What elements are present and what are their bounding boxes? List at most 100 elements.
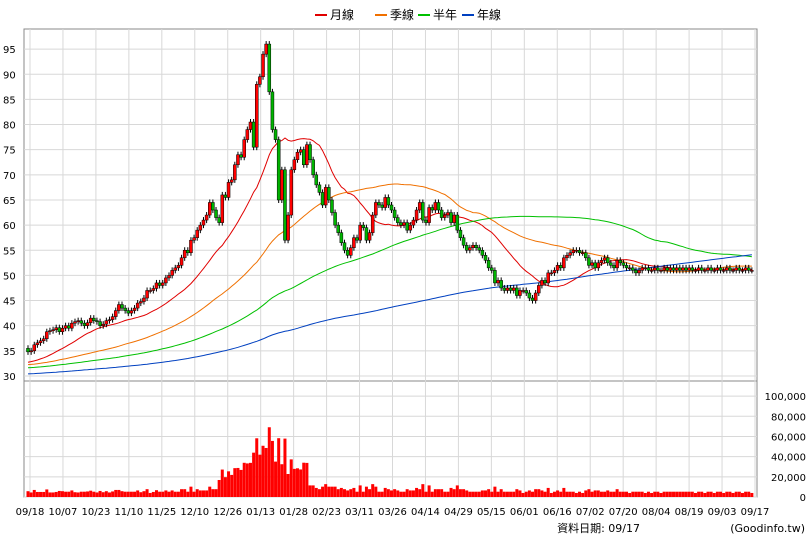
candle-body [421,202,425,221]
volume-bar [57,490,61,497]
candle-body [399,222,403,226]
candle-body [392,209,397,218]
volume-bar [440,489,444,497]
candle-body [330,199,334,213]
volume-bars [26,427,754,497]
candle-body [367,232,372,241]
candle-body [342,242,347,251]
candle-body [276,139,281,201]
volume-bar [364,486,368,497]
candle-body [101,323,105,326]
candle-body [95,320,99,322]
candle-body [549,272,554,275]
volume-bar [521,492,525,497]
candle-body [521,290,525,292]
candle-body [201,219,206,226]
candle-body [750,270,754,272]
volume-bar [73,492,77,497]
candle-body [483,255,488,261]
volume-bar [458,489,462,497]
price-tick-label: 80 [3,121,16,132]
volume-bar [136,490,140,497]
candle-body [455,214,460,231]
volume-bar [139,492,143,497]
footer-source: (Goodinfo.tw) [730,522,805,535]
candle-body [699,267,704,271]
volume-bar [722,492,726,497]
date-tick-label: 11/25 [147,507,176,518]
volume-bar [405,489,409,497]
date-tick-label: 12/10 [180,507,209,518]
volume-bar [487,489,491,497]
candle-body [270,91,275,130]
volume-bar [625,491,629,497]
candle-body [743,267,748,271]
volume-bar [612,491,616,497]
candle-body [612,265,616,269]
volume-bar [186,491,190,497]
candle-body [537,285,541,294]
volume-bar [183,489,187,497]
volume-bar [697,491,701,497]
candle-body [405,222,409,231]
volume-axis: 0 20,000 40,000 60,000 80,000 100,000 [765,392,806,504]
candle-body [414,209,419,221]
legend-label-monthly: 月線 [330,7,354,22]
candle-body [29,350,33,353]
volume-bar [474,491,478,497]
price-tick-label: 65 [3,196,16,207]
date-tick-label: 01/28 [279,507,308,518]
volume-bar [599,491,603,497]
candle-body [88,317,93,323]
volume-bar [192,491,196,497]
candle-body [486,260,491,269]
volume-bar [51,492,55,497]
volume-bar [104,491,108,497]
candle-body [66,325,71,329]
grid-lines [24,29,757,498]
candle-body [464,244,469,251]
price-tick-label: 30 [3,372,16,383]
candle-body [104,320,109,325]
candle-body [336,224,340,233]
price-tick-label: 50 [3,271,16,282]
date-tick-label: 09/18 [16,507,45,518]
date-tick-label: 03/11 [345,507,374,518]
candle-body [132,307,137,311]
volume-bar [672,491,676,497]
volume-bar [227,471,231,497]
volume-bar [368,489,372,497]
volume-bar [433,489,437,497]
candle-body [565,255,569,259]
candle-body [558,265,563,269]
candle-body [352,237,356,248]
volume-bar [465,490,469,497]
candle-body [671,267,676,271]
volume-bar [252,452,256,497]
volume-tick-label: 0 [800,493,806,504]
volume-tick-label: 80,000 [771,412,806,423]
volume-bar [336,489,340,497]
volume-bar [684,491,688,497]
candle-body [471,244,475,248]
volume-tick-label: 20,000 [771,473,806,484]
volume-bar [427,485,431,497]
candle-body [327,187,331,201]
price-tick-label: 55 [3,246,16,257]
volume-bar [452,489,456,497]
candle-body [618,260,623,264]
candle-body [493,270,497,284]
volume-bar [317,489,321,497]
candle-body [292,159,297,171]
candle-body [145,290,149,299]
candle-body [358,224,362,241]
volume-bar [95,492,99,497]
volume-bar [656,491,660,497]
candle-body [543,280,547,284]
volume-bar [176,491,180,497]
date-tick-label: 09/17 [741,507,770,518]
candle-body [129,310,134,314]
volume-bar [195,489,199,497]
candles [26,41,754,355]
